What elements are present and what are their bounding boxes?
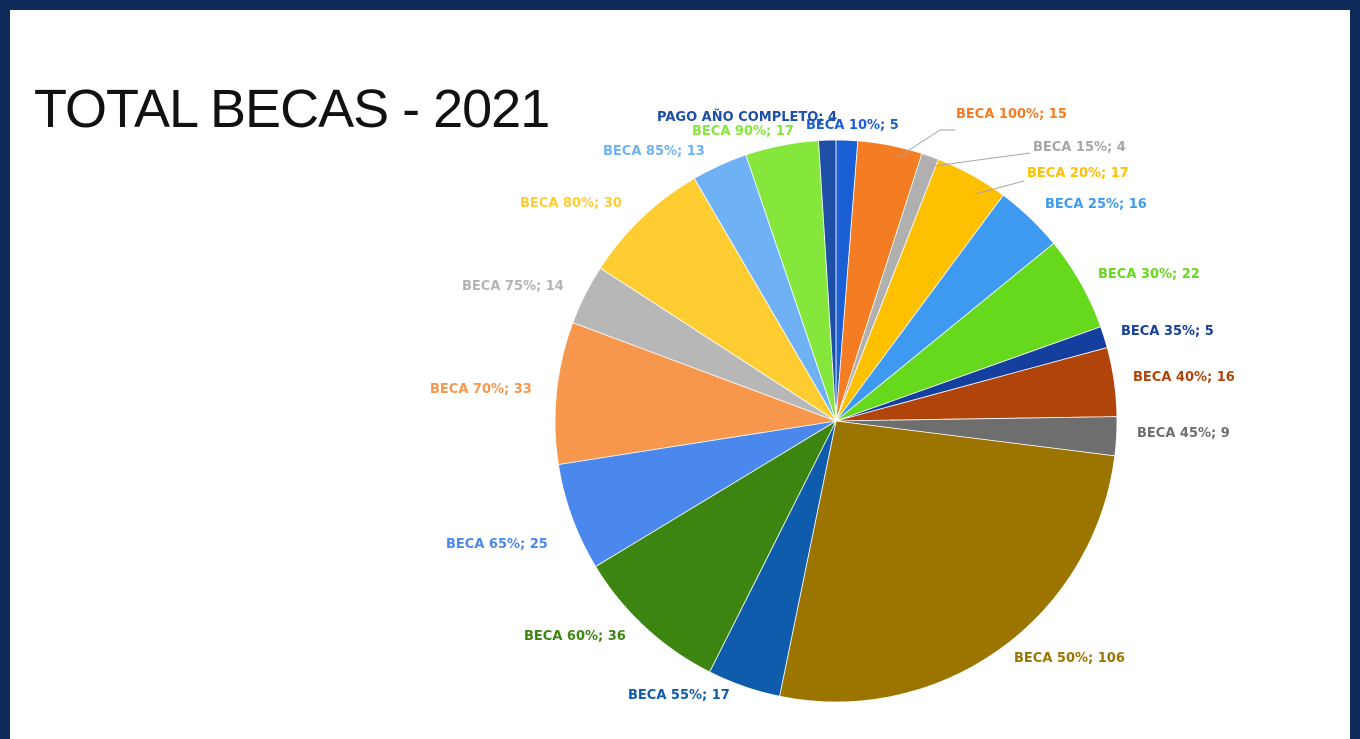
data-label: BECA 70%; 33 [430,382,532,397]
data-label: BECA 75%; 14 [462,279,564,294]
data-label: PAGO AÑO COMPLETO; 4 [657,109,837,125]
data-label: BECA 65%; 25 [446,537,548,552]
data-label: BECA 15%; 4 [1033,140,1126,155]
leader-line [974,180,1025,195]
data-label: BECA 25%; 16 [1045,197,1147,212]
data-label: BECA 55%; 17 [628,688,730,703]
pie-slice [595,419,837,673]
data-label: BECA 30%; 22 [1098,267,1200,282]
pie-slice [818,139,837,422]
data-label: BECA 20%; 17 [1027,166,1129,181]
pie-labels: BECA 10%; 5 BECA 100%; 15 BECA 15%; 4 BECA … [430,107,1235,703]
data-label: BECA 85%; 13 [603,144,705,159]
pie-slices [554,139,1118,703]
data-label: BECA 10%; 5 [806,118,899,133]
pie-slice [779,420,1116,703]
data-label: BECA 100%; 15 [956,107,1067,122]
data-label: BECA 80%; 30 [520,196,622,211]
leader-line [933,152,1031,167]
data-label: BECA 60%; 36 [524,629,626,644]
slide-title: TOTAL BECAS - 2021 [34,79,550,139]
leader-line [896,129,955,159]
data-label: BECA 45%; 9 [1137,426,1230,441]
pie-slice [554,322,838,465]
data-label: BECA 90%; 17 [692,124,794,139]
data-label: BECA 40%; 16 [1133,370,1235,385]
pie-slice [599,177,837,422]
data-label: BECA 35%; 5 [1121,324,1214,339]
data-label: BECA 50%; 106 [1014,651,1125,666]
